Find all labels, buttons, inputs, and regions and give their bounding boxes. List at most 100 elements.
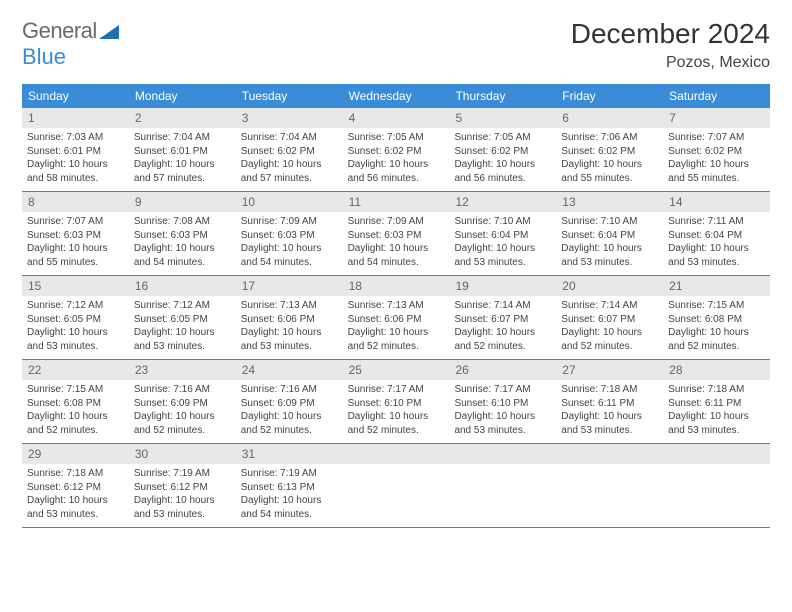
sunset-line: Sunset: 6:10 PM: [454, 397, 551, 411]
daylight-line: Daylight: 10 hours and 53 minutes.: [27, 326, 124, 353]
day-cell: 31Sunrise: 7:19 AMSunset: 6:13 PMDayligh…: [236, 444, 343, 527]
day-number: 3: [236, 108, 343, 128]
daylight-line: Daylight: 10 hours and 54 minutes.: [134, 242, 231, 269]
day-body: Sunrise: 7:18 AMSunset: 6:11 PMDaylight:…: [556, 380, 663, 437]
day-cell: 15Sunrise: 7:12 AMSunset: 6:05 PMDayligh…: [22, 276, 129, 359]
calendar: SundayMondayTuesdayWednesdayThursdayFrid…: [22, 84, 770, 528]
day-number: 9: [129, 192, 236, 212]
sunrise-line: Sunrise: 7:12 AM: [134, 299, 231, 313]
sunset-line: Sunset: 6:03 PM: [134, 229, 231, 243]
sunset-line: Sunset: 6:09 PM: [241, 397, 338, 411]
day-body: Sunrise: 7:04 AMSunset: 6:01 PMDaylight:…: [129, 128, 236, 185]
logo-text-2: Blue: [22, 44, 66, 70]
logo-triangle-icon: [99, 23, 119, 39]
sunset-line: Sunset: 6:01 PM: [27, 145, 124, 159]
sunrise-line: Sunrise: 7:17 AM: [454, 383, 551, 397]
sunset-line: Sunset: 6:06 PM: [348, 313, 445, 327]
daylight-line: Daylight: 10 hours and 53 minutes.: [454, 242, 551, 269]
daylight-line: Daylight: 10 hours and 52 minutes.: [348, 326, 445, 353]
day-cell: 26Sunrise: 7:17 AMSunset: 6:10 PMDayligh…: [449, 360, 556, 443]
daylight-line: Daylight: 10 hours and 55 minutes.: [561, 158, 658, 185]
sunset-line: Sunset: 6:09 PM: [134, 397, 231, 411]
daylight-line: Daylight: 10 hours and 53 minutes.: [241, 326, 338, 353]
sunset-line: Sunset: 6:02 PM: [241, 145, 338, 159]
sunset-line: Sunset: 6:02 PM: [561, 145, 658, 159]
day-cell: 13Sunrise: 7:10 AMSunset: 6:04 PMDayligh…: [556, 192, 663, 275]
day-body: Sunrise: 7:14 AMSunset: 6:07 PMDaylight:…: [556, 296, 663, 353]
sunset-line: Sunset: 6:06 PM: [241, 313, 338, 327]
sunrise-line: Sunrise: 7:13 AM: [241, 299, 338, 313]
daylight-line: Daylight: 10 hours and 57 minutes.: [241, 158, 338, 185]
day-number: 19: [449, 276, 556, 296]
sunset-line: Sunset: 6:12 PM: [27, 481, 124, 495]
sunrise-line: Sunrise: 7:05 AM: [454, 131, 551, 145]
day-body: Sunrise: 7:06 AMSunset: 6:02 PMDaylight:…: [556, 128, 663, 185]
day-cell: 25Sunrise: 7:17 AMSunset: 6:10 PMDayligh…: [343, 360, 450, 443]
daylight-line: Daylight: 10 hours and 54 minutes.: [241, 242, 338, 269]
day-body: Sunrise: 7:18 AMSunset: 6:11 PMDaylight:…: [663, 380, 770, 437]
sunrise-line: Sunrise: 7:05 AM: [348, 131, 445, 145]
day-number: 22: [22, 360, 129, 380]
day-number: 31: [236, 444, 343, 464]
day-cell: 10Sunrise: 7:09 AMSunset: 6:03 PMDayligh…: [236, 192, 343, 275]
daylight-line: Daylight: 10 hours and 52 minutes.: [134, 410, 231, 437]
sunset-line: Sunset: 6:04 PM: [561, 229, 658, 243]
day-number: 6: [556, 108, 663, 128]
day-body: Sunrise: 7:13 AMSunset: 6:06 PMDaylight:…: [236, 296, 343, 353]
day-number: .: [556, 444, 663, 464]
sunrise-line: Sunrise: 7:16 AM: [134, 383, 231, 397]
sunset-line: Sunset: 6:03 PM: [27, 229, 124, 243]
day-body: Sunrise: 7:09 AMSunset: 6:03 PMDaylight:…: [343, 212, 450, 269]
day-cell: 30Sunrise: 7:19 AMSunset: 6:12 PMDayligh…: [129, 444, 236, 527]
page-title: December 2024: [571, 18, 770, 50]
sunset-line: Sunset: 6:02 PM: [348, 145, 445, 159]
day-number: 8: [22, 192, 129, 212]
sunrise-line: Sunrise: 7:06 AM: [561, 131, 658, 145]
weekday-saturday: Saturday: [663, 84, 770, 108]
daylight-line: Daylight: 10 hours and 53 minutes.: [561, 410, 658, 437]
day-cell: .: [449, 444, 556, 527]
day-cell: .: [663, 444, 770, 527]
day-cell: 4Sunrise: 7:05 AMSunset: 6:02 PMDaylight…: [343, 108, 450, 191]
day-body: Sunrise: 7:10 AMSunset: 6:04 PMDaylight:…: [449, 212, 556, 269]
day-cell: 23Sunrise: 7:16 AMSunset: 6:09 PMDayligh…: [129, 360, 236, 443]
day-body: Sunrise: 7:12 AMSunset: 6:05 PMDaylight:…: [129, 296, 236, 353]
day-body: Sunrise: 7:05 AMSunset: 6:02 PMDaylight:…: [449, 128, 556, 185]
daylight-line: Daylight: 10 hours and 53 minutes.: [134, 326, 231, 353]
day-body: Sunrise: 7:05 AMSunset: 6:02 PMDaylight:…: [343, 128, 450, 185]
day-cell: 7Sunrise: 7:07 AMSunset: 6:02 PMDaylight…: [663, 108, 770, 191]
day-body: Sunrise: 7:08 AMSunset: 6:03 PMDaylight:…: [129, 212, 236, 269]
sunrise-line: Sunrise: 7:15 AM: [27, 383, 124, 397]
week-row: 22Sunrise: 7:15 AMSunset: 6:08 PMDayligh…: [22, 360, 770, 444]
logo-text-1: General: [22, 18, 97, 44]
day-number: .: [449, 444, 556, 464]
sunrise-line: Sunrise: 7:16 AM: [241, 383, 338, 397]
day-cell: 18Sunrise: 7:13 AMSunset: 6:06 PMDayligh…: [343, 276, 450, 359]
sunset-line: Sunset: 6:01 PM: [134, 145, 231, 159]
sunset-line: Sunset: 6:05 PM: [134, 313, 231, 327]
sunrise-line: Sunrise: 7:18 AM: [668, 383, 765, 397]
day-number: 21: [663, 276, 770, 296]
header: General December 2024 Pozos, Mexico: [22, 18, 770, 72]
day-number: 29: [22, 444, 129, 464]
daylight-line: Daylight: 10 hours and 55 minutes.: [668, 158, 765, 185]
day-cell: 22Sunrise: 7:15 AMSunset: 6:08 PMDayligh…: [22, 360, 129, 443]
sunrise-line: Sunrise: 7:07 AM: [27, 215, 124, 229]
sunrise-line: Sunrise: 7:09 AM: [241, 215, 338, 229]
logo: General: [22, 18, 120, 44]
weekday-tuesday: Tuesday: [236, 84, 343, 108]
day-body: Sunrise: 7:17 AMSunset: 6:10 PMDaylight:…: [449, 380, 556, 437]
day-body: Sunrise: 7:04 AMSunset: 6:02 PMDaylight:…: [236, 128, 343, 185]
sunrise-line: Sunrise: 7:11 AM: [668, 215, 765, 229]
sunrise-line: Sunrise: 7:04 AM: [134, 131, 231, 145]
day-number: 10: [236, 192, 343, 212]
daylight-line: Daylight: 10 hours and 54 minutes.: [241, 494, 338, 521]
sunrise-line: Sunrise: 7:19 AM: [134, 467, 231, 481]
day-number: 15: [22, 276, 129, 296]
day-cell: 2Sunrise: 7:04 AMSunset: 6:01 PMDaylight…: [129, 108, 236, 191]
sunset-line: Sunset: 6:13 PM: [241, 481, 338, 495]
day-number: 24: [236, 360, 343, 380]
day-body: Sunrise: 7:14 AMSunset: 6:07 PMDaylight:…: [449, 296, 556, 353]
day-body: Sunrise: 7:19 AMSunset: 6:13 PMDaylight:…: [236, 464, 343, 521]
day-number: 1: [22, 108, 129, 128]
